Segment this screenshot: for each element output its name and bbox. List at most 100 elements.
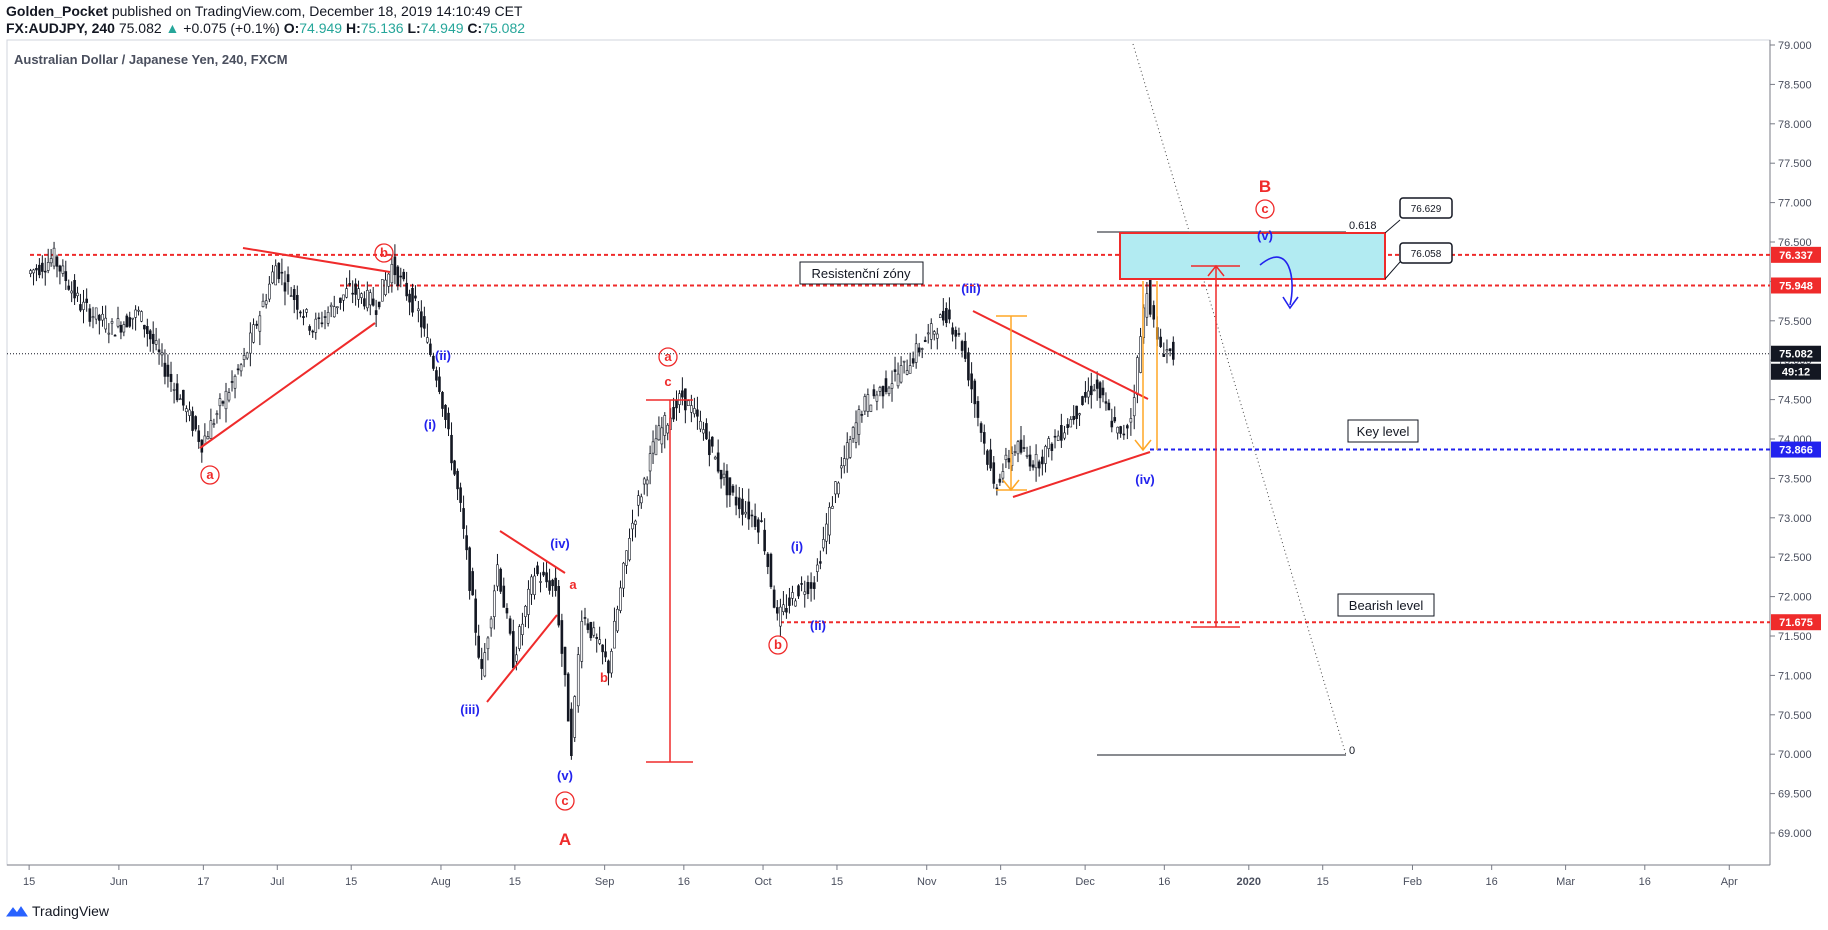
candle-body	[468, 547, 471, 591]
candle-body	[666, 424, 670, 434]
candle-body	[750, 514, 754, 517]
x-tick-label: 16	[1486, 876, 1498, 888]
candle-body	[1104, 401, 1108, 404]
x-tick-label: 16	[1639, 876, 1651, 888]
candle-body	[580, 620, 584, 662]
candle-body	[85, 298, 88, 303]
x-tick-label: Nov	[917, 876, 937, 888]
candle-body	[483, 652, 487, 677]
level-price-tag	[1771, 246, 1821, 263]
candle-body	[166, 364, 170, 377]
candle-body	[79, 304, 82, 311]
callout-leader-2	[1384, 261, 1401, 280]
candle-body	[377, 301, 381, 308]
candle-body	[302, 316, 305, 319]
red-wave-label: b	[774, 637, 782, 652]
candle-body	[785, 607, 788, 613]
candle-body	[791, 592, 794, 599]
candle-body	[289, 295, 293, 297]
candle-body	[1016, 441, 1020, 455]
low-label: L:	[407, 20, 421, 36]
candle-body	[348, 283, 351, 285]
candle-body	[151, 333, 155, 344]
resistance-zones-text: Resistenční zóny	[812, 266, 911, 281]
candle-body	[405, 282, 408, 297]
candle-body	[982, 432, 986, 444]
candle-body	[128, 317, 132, 327]
brand-name: TradingView	[32, 903, 110, 919]
red-wave-label: c	[561, 793, 568, 808]
candle-body	[957, 333, 961, 335]
level-price-label: 75.948	[1779, 280, 1813, 292]
candle-body	[705, 423, 708, 440]
candle-body	[323, 316, 327, 318]
candle-body	[1081, 396, 1084, 406]
level-price-label: 73.866	[1779, 445, 1813, 457]
candle-body	[566, 673, 570, 722]
candle-body	[368, 292, 372, 306]
candle-body	[819, 561, 822, 564]
candle-body	[88, 308, 92, 322]
candle-body	[583, 617, 587, 619]
candle-body	[67, 285, 71, 290]
blue-wave-label: (i)	[424, 417, 436, 432]
x-tick-label: Apr	[1721, 876, 1738, 888]
candle-body	[299, 311, 302, 314]
x-tick-label: 15	[831, 876, 843, 888]
candle-body	[1162, 354, 1166, 357]
candle-body	[995, 487, 999, 490]
x-tick-label: Sep	[595, 876, 615, 888]
tradingview-logo[interactable]: TradingView	[6, 900, 109, 922]
y-tick-label: 73.000	[1778, 513, 1812, 525]
price-axis-labels: 76.337 75.948 75.082 73.866 71.675 49:12	[1771, 246, 1821, 631]
high-value: 75.136	[360, 20, 404, 36]
candle-body	[1171, 341, 1175, 360]
candle-body	[396, 266, 400, 287]
wave-circle-icon	[1255, 199, 1275, 219]
candle-body	[182, 389, 185, 406]
candle-body	[554, 577, 557, 591]
candle-body	[239, 364, 243, 372]
candle-body	[642, 478, 646, 485]
candle-body	[345, 288, 348, 298]
candle-body	[576, 654, 580, 707]
candle-body	[938, 314, 942, 318]
candle-body	[848, 439, 852, 458]
candle-body	[122, 324, 126, 333]
symbol-label[interactable]: FX:AUDJPY, 240	[6, 20, 115, 36]
level-price-tag	[1771, 345, 1821, 362]
candle-body	[143, 324, 146, 330]
candle-body	[548, 580, 551, 591]
candle-body	[280, 271, 284, 274]
low-value: 74.949	[420, 20, 464, 36]
candle-body	[731, 485, 735, 493]
candle-body	[76, 292, 79, 297]
blue-wave-label: (iv)	[1135, 472, 1155, 487]
candle-body	[1098, 382, 1102, 399]
pattern-lines	[199, 247, 1151, 703]
candle-body	[233, 375, 237, 389]
author-name[interactable]: Golden_Pocket	[6, 3, 108, 19]
candle-body	[175, 383, 179, 401]
blue-wave-label: (v)	[1257, 228, 1273, 243]
candle-body	[601, 644, 604, 653]
candle-body	[194, 416, 197, 430]
x-tick-label: 2020	[1237, 876, 1261, 888]
triangle-top-line-1	[499, 530, 566, 574]
candle-body	[887, 387, 891, 394]
candle-body	[258, 315, 262, 332]
red-wave-label: B	[1259, 177, 1271, 196]
level-price-label: 75.082	[1779, 349, 1813, 361]
candle-body	[1145, 293, 1149, 318]
candle-body	[893, 369, 897, 372]
wave-circle-icon	[200, 465, 220, 485]
candle-body	[203, 435, 207, 445]
candle-body	[450, 434, 453, 464]
candle-body	[890, 383, 894, 389]
candle-body	[722, 473, 726, 478]
candle-body	[699, 420, 702, 430]
candle-body	[592, 627, 596, 636]
candle-body	[357, 288, 360, 300]
key-level-text: Key level	[1357, 424, 1410, 439]
